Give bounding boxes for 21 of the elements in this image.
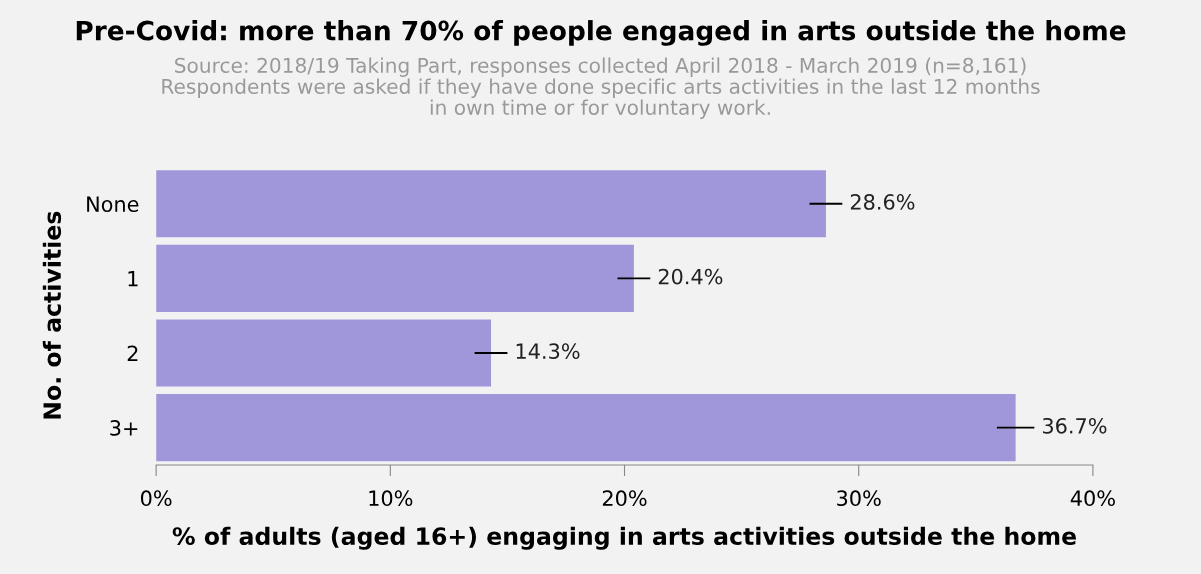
data-label: 28.6% [850, 194, 915, 210]
chart-subtitle: Source: 2018/19 Taking Part, responses collected April 2018 - March 2019 (n=8,161) Respondents were asked if they have done specific arts activities in the last 12 months in own time or for voluntary work. [162, 57, 1040, 119]
y-tick-label: 1 [128, 271, 138, 287]
x-tick-label: 20% [602, 490, 647, 507]
y-tick-label: 2 [127, 345, 138, 361]
x-tick-label: 40% [1070, 490, 1115, 507]
data-label: 14.3% [516, 343, 580, 360]
bar [156, 394, 1016, 462]
y-axis-title: No. of activities [42, 211, 62, 419]
x-tick-label: 0% [140, 490, 172, 507]
x-axis-title: % of adults (aged 16+) engaging in arts activities outside the home [172, 526, 1076, 550]
bar [156, 244, 634, 312]
y-tick-label: None [87, 196, 139, 212]
y-tick-label: 3+ [110, 420, 138, 436]
data-label: 20.4% [658, 268, 723, 285]
data-label: 36.7% [1042, 417, 1107, 434]
chart-title: Pre-Covid: more than 70% of people engaged in arts outside the home [76, 20, 1126, 46]
bar [156, 170, 826, 238]
x-tick-label: 30% [837, 490, 881, 507]
x-tick-label: 10% [369, 490, 413, 507]
bar [156, 319, 492, 387]
